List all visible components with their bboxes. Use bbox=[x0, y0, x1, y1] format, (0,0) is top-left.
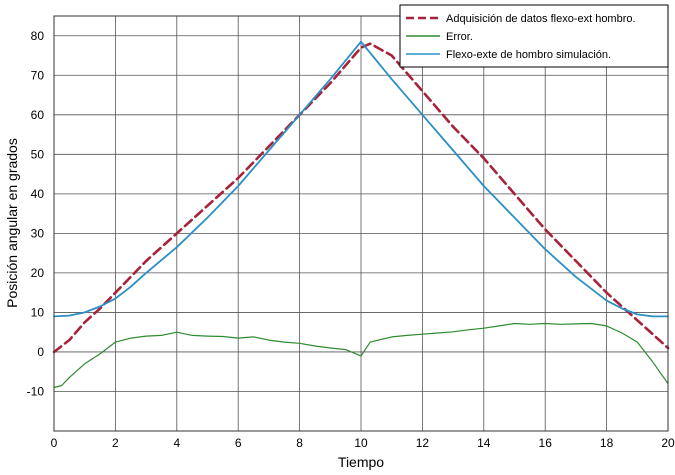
x-tick-label: 16 bbox=[539, 436, 553, 450]
y-tick-label: -10 bbox=[27, 384, 45, 398]
y-tick-label: 60 bbox=[31, 108, 45, 122]
y-tick-label: 20 bbox=[31, 266, 45, 280]
y-axis-label: Posición angular en grados bbox=[4, 138, 20, 308]
x-tick-label: 4 bbox=[173, 436, 180, 450]
x-tick-label: 18 bbox=[600, 436, 614, 450]
y-tick-label: 10 bbox=[31, 305, 45, 319]
series-line-2 bbox=[53, 322, 669, 389]
x-tick-label: 6 bbox=[235, 436, 242, 450]
series-line-1 bbox=[52, 42, 670, 354]
legend-label: Adquisición de datos flexo-ext hombro. bbox=[446, 13, 636, 25]
tick-labels: 0 2 4 6 8 10 12 14 16 18 20 -10 0 10 20 30 40 50 60 70 80 bbox=[27, 29, 675, 450]
x-axis-label: Tiempo bbox=[338, 454, 384, 470]
x-tick-label: 12 bbox=[416, 436, 430, 450]
series-layer bbox=[52, 40, 670, 389]
legend-label: Flexo-exte de hombro simulación. bbox=[446, 49, 611, 61]
x-tick-label: 0 bbox=[51, 436, 58, 450]
legend: Adquisición de datos flexo-ext hombro. Er… bbox=[399, 4, 669, 68]
x-tick-label: 20 bbox=[661, 436, 675, 450]
legend-box bbox=[399, 4, 669, 68]
y-tick-label: 80 bbox=[31, 29, 45, 43]
y-tick-label: 50 bbox=[31, 147, 45, 161]
plot-frame bbox=[53, 15, 669, 432]
x-tick-label: 14 bbox=[477, 436, 491, 450]
legend-label: Error. bbox=[446, 31, 473, 43]
y-tick-label: 70 bbox=[31, 68, 45, 82]
y-tick-label: 0 bbox=[37, 345, 44, 359]
y-tick-label: 40 bbox=[31, 187, 45, 201]
y-tick-label: 30 bbox=[31, 226, 45, 240]
x-tick-label: 10 bbox=[354, 436, 368, 450]
x-tick-label: 2 bbox=[112, 436, 119, 450]
x-tick-label: 8 bbox=[296, 436, 303, 450]
grid bbox=[53, 16, 669, 431]
series-line-3 bbox=[53, 40, 669, 318]
